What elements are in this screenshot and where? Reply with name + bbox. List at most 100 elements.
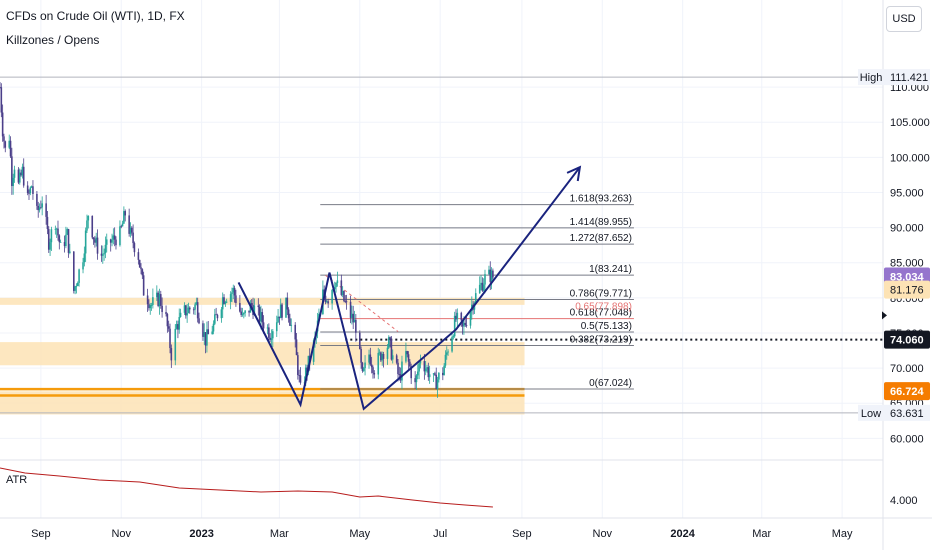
candle-body (100, 253, 103, 256)
candle-body (76, 282, 79, 287)
time-tick-label: Mar (752, 528, 771, 540)
candle-body (424, 368, 427, 372)
fib-level-label: 1.618(93.263) (570, 194, 632, 205)
candle-body (373, 372, 376, 375)
candle-body (489, 269, 492, 283)
candle-body (119, 226, 121, 246)
candle-body (369, 354, 372, 365)
candle-body (377, 352, 380, 375)
price-value-bg (884, 404, 930, 421)
candle-body (253, 305, 256, 316)
candle-body (362, 368, 365, 371)
candle-body (235, 295, 237, 303)
fib-level-label: 0.618(77.048) (570, 308, 632, 319)
candle-body (390, 339, 393, 360)
candle-body (169, 328, 171, 349)
candle-body (38, 207, 41, 211)
candle-body (341, 290, 344, 295)
candle-body (298, 375, 300, 376)
candle-body (478, 284, 481, 294)
candles (0, 82, 494, 398)
candle-body (3, 136, 5, 142)
candle-body (232, 287, 235, 293)
candle-body (345, 301, 348, 303)
price-tick-label: 95.000 (890, 187, 924, 199)
candle-body (59, 241, 62, 243)
candle-body (124, 211, 127, 216)
candle-body (415, 375, 418, 383)
candle-body (112, 235, 115, 240)
candle-body (225, 301, 228, 303)
candle-body (137, 252, 140, 260)
price-tag-label: High (860, 72, 883, 84)
price-value-bg (884, 330, 930, 349)
candle-body (244, 310, 246, 314)
candle-body (65, 234, 67, 247)
candle-body (67, 229, 70, 253)
candle-body (40, 207, 42, 209)
candle-body (212, 323, 215, 332)
candle-body (257, 305, 260, 308)
candle-body (297, 355, 299, 376)
candle-body (105, 239, 108, 245)
candle-body (335, 283, 337, 288)
candle-body (289, 318, 291, 326)
candle-body (294, 324, 297, 340)
candle-body (258, 307, 261, 322)
candle-body (74, 286, 76, 291)
candle-body (161, 305, 163, 313)
candle-body (381, 354, 383, 361)
candle-body (455, 315, 457, 320)
candle-body (183, 305, 186, 313)
candle-body (45, 203, 47, 217)
candle-body (312, 340, 315, 362)
candle-body (370, 364, 373, 368)
candle-body (397, 362, 399, 375)
candle-body (386, 347, 389, 359)
candle-body (398, 374, 401, 375)
candle-body (204, 332, 207, 346)
candle-body (128, 215, 130, 234)
candle-body (109, 239, 112, 243)
candle-body (221, 297, 224, 310)
candle-body (418, 363, 420, 372)
candle-body (389, 337, 391, 340)
candle-body (121, 223, 124, 227)
fib-level-label: 1(83.241) (589, 264, 632, 275)
time-tick-label: Jul (433, 528, 447, 540)
candle-body (187, 307, 190, 313)
candle-body (129, 227, 132, 234)
candle-body (299, 375, 302, 383)
candle-body (361, 362, 364, 371)
atr-label: ATR (6, 474, 28, 486)
candle-body (443, 365, 445, 376)
fib-level-label: 1.414(89.955) (570, 217, 632, 228)
time-tick-label: Sep (31, 528, 51, 540)
level-lines (0, 76, 883, 414)
price-value-label: 63.631 (890, 408, 924, 420)
candle-body (469, 310, 472, 326)
price-value-label: 66.724 (890, 386, 925, 398)
candle-body (21, 166, 24, 176)
candle-body (78, 269, 80, 283)
price-tag-label: Low (861, 408, 881, 420)
candle-body (304, 367, 307, 383)
candle-body (248, 310, 250, 313)
candle-body (26, 185, 29, 194)
candle-body (18, 172, 21, 183)
fib-overlap-label: 0.65(77.898) (575, 302, 632, 313)
candle-body (75, 286, 78, 287)
candle-body (41, 203, 43, 208)
candle-body (216, 314, 219, 319)
candle-body (159, 294, 162, 306)
pattern-path (237, 166, 581, 411)
atr-pane (0, 467, 493, 508)
candle-body (195, 302, 198, 305)
currency-button[interactable]: USD (886, 6, 922, 32)
candle-body (87, 215, 90, 221)
candle-body (352, 313, 354, 323)
candle-body (84, 230, 87, 254)
candle-body (409, 361, 411, 367)
